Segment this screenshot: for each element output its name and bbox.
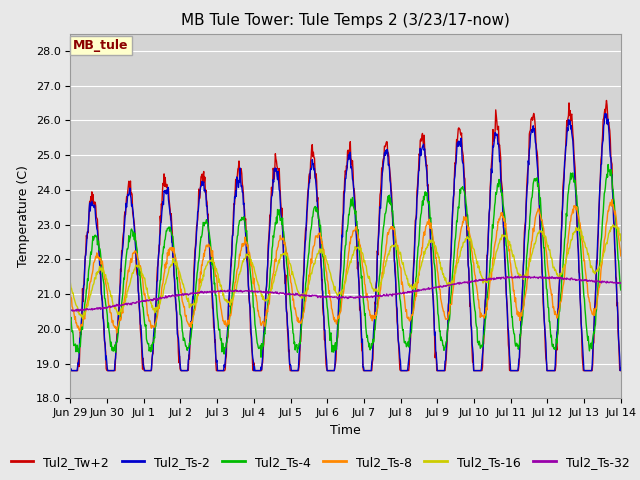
X-axis label: Time: Time — [330, 424, 361, 437]
Y-axis label: Temperature (C): Temperature (C) — [17, 165, 30, 267]
Text: MB_tule: MB_tule — [73, 39, 129, 52]
Legend: Tul2_Tw+2, Tul2_Ts-2, Tul2_Ts-4, Tul2_Ts-8, Tul2_Ts-16, Tul2_Ts-32: Tul2_Tw+2, Tul2_Ts-2, Tul2_Ts-4, Tul2_Ts… — [6, 451, 634, 474]
Title: MB Tule Tower: Tule Temps 2 (3/23/17-now): MB Tule Tower: Tule Temps 2 (3/23/17-now… — [181, 13, 510, 28]
